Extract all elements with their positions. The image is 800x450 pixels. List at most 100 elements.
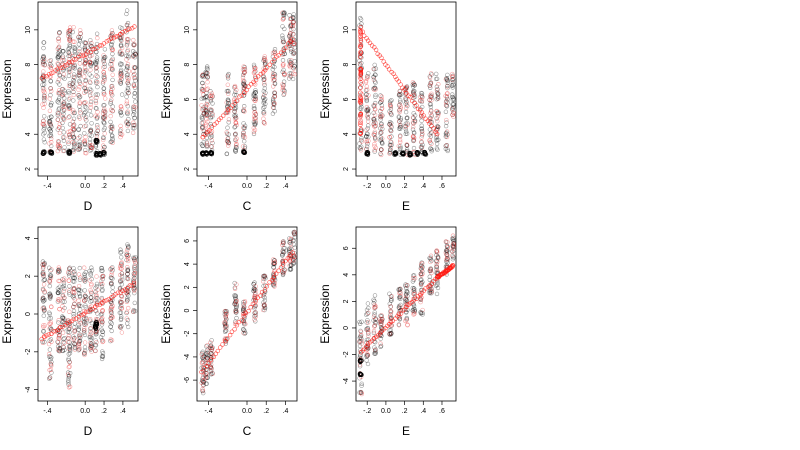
data-point — [48, 128, 53, 134]
y-tick-label: 2 — [184, 167, 191, 171]
data-point — [373, 123, 378, 129]
data-point — [131, 42, 136, 47]
data-point — [233, 105, 239, 110]
data-point — [253, 96, 258, 102]
data-point — [281, 16, 286, 22]
data-point — [72, 140, 77, 145]
data-point — [242, 104, 247, 109]
data-point — [119, 113, 124, 118]
data-point — [94, 59, 100, 64]
data-point — [253, 116, 258, 121]
data-point — [71, 86, 76, 91]
data-point — [365, 74, 371, 79]
data-point — [82, 340, 88, 345]
data-point — [56, 54, 61, 59]
data-point — [204, 94, 209, 99]
data-point — [102, 64, 107, 69]
data-point — [243, 84, 248, 89]
data-point — [372, 119, 377, 124]
data-point — [72, 64, 77, 69]
data-point — [80, 53, 86, 58]
data-point — [82, 332, 88, 338]
plot-frame — [355, 226, 457, 402]
data-point — [109, 91, 114, 97]
data-point — [262, 69, 267, 74]
data-point — [234, 145, 239, 150]
data-point — [378, 112, 384, 117]
data-point — [83, 58, 88, 63]
data-point — [82, 100, 87, 105]
data-point — [88, 67, 93, 73]
data-point — [358, 17, 364, 22]
data-point — [226, 110, 231, 115]
data-point — [71, 116, 77, 121]
data-point — [77, 78, 82, 84]
data-point — [83, 58, 89, 63]
data-point — [234, 136, 239, 141]
data-point — [131, 65, 137, 70]
data-point — [378, 93, 383, 98]
data-point — [364, 133, 369, 139]
data-point — [204, 140, 209, 145]
data-point — [241, 82, 246, 87]
data-point — [100, 81, 106, 86]
data-point — [199, 103, 204, 108]
data-point — [69, 59, 75, 64]
data-point — [87, 60, 93, 65]
data-point — [443, 109, 449, 114]
data-point — [287, 42, 293, 47]
data-point — [42, 62, 48, 67]
data-point — [209, 125, 214, 130]
y-tick-label: 6 — [184, 239, 191, 243]
data-point — [260, 279, 266, 284]
data-point — [48, 78, 53, 84]
data-point — [87, 108, 93, 114]
data-point — [365, 116, 371, 121]
data-point — [95, 128, 100, 133]
data-point — [126, 55, 131, 60]
data-point — [57, 144, 62, 149]
data-point — [119, 77, 124, 82]
data-point — [358, 119, 363, 124]
data-point — [76, 35, 81, 40]
data-point — [108, 119, 113, 125]
data-point — [373, 94, 378, 99]
data-point — [260, 70, 266, 75]
data-point — [55, 117, 61, 122]
data-point — [133, 51, 138, 57]
data-point — [123, 29, 128, 34]
data-point — [233, 131, 238, 137]
data-point — [109, 43, 114, 48]
data-point — [292, 45, 298, 50]
data-point — [226, 117, 232, 122]
data-point — [372, 141, 377, 147]
data-point — [102, 108, 107, 113]
data-points — [357, 233, 457, 397]
data-point — [118, 25, 123, 30]
data-point — [89, 61, 94, 66]
data-point — [110, 67, 115, 72]
data-point — [279, 50, 284, 55]
data-point — [40, 82, 45, 87]
data-point — [84, 41, 89, 46]
data-point — [365, 108, 370, 114]
data-point — [262, 98, 267, 103]
data-point — [371, 77, 377, 82]
data-point — [103, 54, 108, 60]
data-point — [124, 94, 129, 99]
data-point — [41, 149, 46, 154]
data-point — [48, 65, 54, 71]
data-point — [224, 131, 230, 136]
data-point — [371, 117, 376, 122]
data-point — [118, 123, 123, 129]
data-point — [57, 90, 62, 95]
data-point — [200, 135, 205, 140]
data-point — [102, 106, 107, 111]
data-point — [388, 123, 394, 128]
data-point — [225, 136, 231, 141]
data-point — [94, 61, 99, 66]
y-axis-label: Expression — [0, 284, 14, 343]
data-point — [291, 51, 297, 56]
data-point — [67, 25, 73, 30]
